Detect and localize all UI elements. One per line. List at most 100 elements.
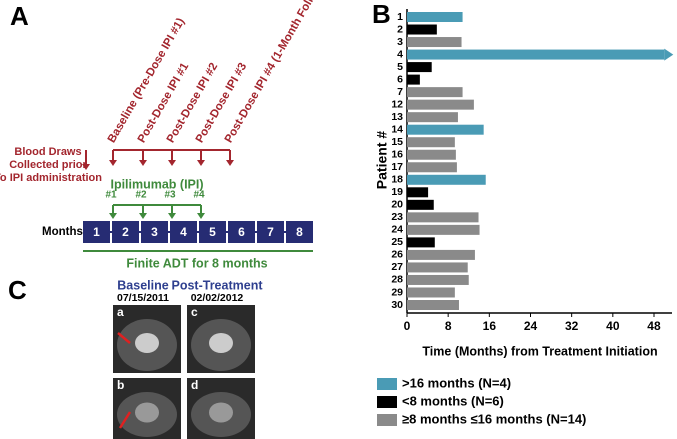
legend-label: ≥8 months ≤16 months (N=14) <box>402 411 586 426</box>
panel-label: A <box>10 1 29 31</box>
arrow-head <box>82 164 90 170</box>
arrow-head <box>226 160 234 166</box>
month-box <box>228 221 255 243</box>
image-letter: c <box>191 305 198 319</box>
arrow-head <box>109 213 117 219</box>
red-arrow <box>117 332 131 344</box>
dose-label: #3 <box>164 190 176 201</box>
bar-arrowhead <box>664 48 674 61</box>
dose-label: #2 <box>135 190 147 201</box>
month-box <box>141 221 168 243</box>
bar <box>407 37 462 48</box>
y-tick-label: 23 <box>391 211 403 223</box>
bar <box>407 262 468 273</box>
arrow-head <box>109 160 117 166</box>
bar <box>407 74 420 85</box>
bar <box>407 212 479 223</box>
bar <box>407 237 435 248</box>
month-box <box>170 221 197 243</box>
legend-swatch <box>377 414 397 426</box>
month-box <box>257 221 284 243</box>
bar <box>407 112 458 123</box>
x-tick-label: 0 <box>404 319 411 333</box>
mri-organ <box>135 402 159 423</box>
y-tick-label: 27 <box>391 261 403 273</box>
legend-label: >16 months (N=4) <box>402 375 511 390</box>
y-tick-label: 24 <box>391 224 403 236</box>
bar <box>407 249 475 260</box>
column-date: 07/15/2011 <box>117 292 169 304</box>
x-tick-label: 24 <box>524 319 538 333</box>
month-number: 2 <box>122 225 129 239</box>
adt-label: Finite ADT for 8 months <box>126 256 267 270</box>
y-tick-label: 4 <box>397 48 403 60</box>
mri-organ <box>135 333 159 353</box>
y-tick-label: 6 <box>397 73 403 85</box>
column-date: 02/02/2012 <box>191 292 244 304</box>
month-number: 5 <box>209 225 216 239</box>
bar <box>407 287 455 298</box>
y-tick-label: 28 <box>391 274 403 286</box>
bar <box>407 199 434 210</box>
bar <box>407 162 457 173</box>
panel-label: C <box>8 275 27 305</box>
y-tick-label: 2 <box>397 23 403 35</box>
x-tick-label: 8 <box>445 319 452 333</box>
column-title: Baseline <box>117 278 168 292</box>
image-letter: b <box>117 378 124 392</box>
y-axis-label: Patient # <box>374 131 390 190</box>
bar <box>407 187 429 198</box>
month-number: 8 <box>296 225 303 239</box>
bar <box>407 124 484 135</box>
y-tick-label: 30 <box>391 299 403 311</box>
legend-label: <8 months (N=6) <box>402 393 504 408</box>
month-number: 7 <box>267 225 274 239</box>
bar <box>407 49 665 60</box>
blood-draws-text: Blood Draws <box>14 146 81 158</box>
month-box <box>199 221 226 243</box>
x-tick-label: 32 <box>565 319 579 333</box>
image-letter: a <box>117 305 124 319</box>
arrow-head <box>197 160 205 166</box>
month-box <box>83 221 110 243</box>
arrow-head <box>168 213 176 219</box>
y-tick-label: 15 <box>391 136 403 148</box>
bar <box>407 137 455 148</box>
x-axis-label: Time (Months) from Treatment Initiation <box>422 344 657 358</box>
y-tick-label: 12 <box>391 98 403 110</box>
arrow-head <box>168 160 176 166</box>
y-tick-label: 1 <box>397 11 403 23</box>
x-tick-label: 48 <box>647 319 661 333</box>
image-letter: d <box>191 378 198 392</box>
arrow-head <box>139 160 147 166</box>
y-tick-label: 17 <box>391 161 403 173</box>
bar <box>407 174 486 185</box>
bar <box>407 300 459 310</box>
bar <box>407 24 437 35</box>
mri-organ <box>209 402 233 423</box>
y-tick-label: 14 <box>391 123 403 135</box>
bar <box>407 149 456 160</box>
bar <box>407 62 432 73</box>
bar <box>407 274 469 285</box>
y-tick-label: 13 <box>391 111 403 123</box>
months-label: Months <box>42 226 83 238</box>
y-tick-label: 5 <box>397 61 403 73</box>
x-tick-label: 40 <box>606 319 620 333</box>
x-tick-label: 16 <box>483 319 497 333</box>
blood-draws-text: To IPI administration <box>0 172 102 184</box>
y-tick-label: 26 <box>391 249 403 261</box>
dose-label: #4 <box>193 190 205 201</box>
y-tick-label: 18 <box>391 174 403 186</box>
panel-label: B <box>372 0 391 29</box>
y-tick-label: 19 <box>391 186 403 198</box>
bar <box>407 87 463 98</box>
y-tick-label: 25 <box>391 236 403 248</box>
y-tick-label: 7 <box>397 86 403 98</box>
arrow-head <box>139 213 147 219</box>
y-tick-label: 29 <box>391 286 403 298</box>
y-tick-label: 16 <box>391 149 403 161</box>
mri-organ <box>209 333 233 353</box>
month-number: 1 <box>93 225 100 239</box>
